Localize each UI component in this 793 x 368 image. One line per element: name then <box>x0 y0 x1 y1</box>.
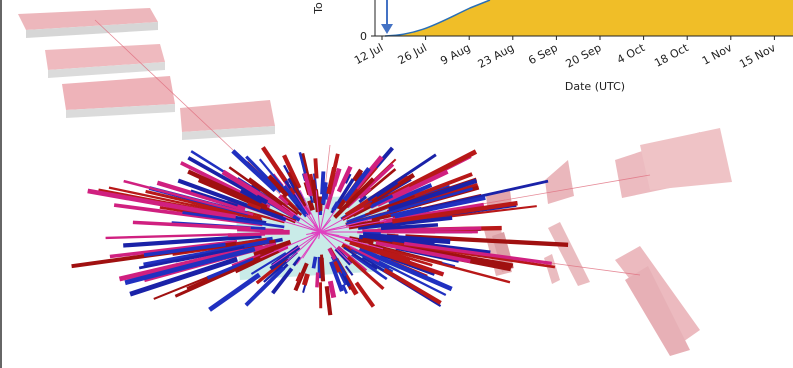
jet-segment <box>228 234 265 235</box>
jet-segment <box>313 257 315 269</box>
chart: To Date (UTC) 12 Jul26 Jul9 Aug23 Aug6 S… <box>300 0 793 100</box>
jet-segment <box>356 283 373 307</box>
jet-segment <box>210 275 260 310</box>
jet-segment <box>321 255 322 270</box>
x-axis-label: Date (UTC) <box>565 80 625 93</box>
jet-segment <box>317 273 318 288</box>
jet-segment <box>324 186 325 193</box>
jet-segment <box>327 286 331 315</box>
jet-segment <box>315 158 316 178</box>
jet-segment <box>330 281 333 298</box>
y-axis-label: To <box>312 2 325 15</box>
figure: To Date (UTC) 12 Jul26 Jul9 Aug23 Aug6 S… <box>0 0 793 368</box>
jet-segment <box>343 285 347 294</box>
y-tick-label: 0 <box>360 30 367 43</box>
jet-segment <box>304 274 307 285</box>
